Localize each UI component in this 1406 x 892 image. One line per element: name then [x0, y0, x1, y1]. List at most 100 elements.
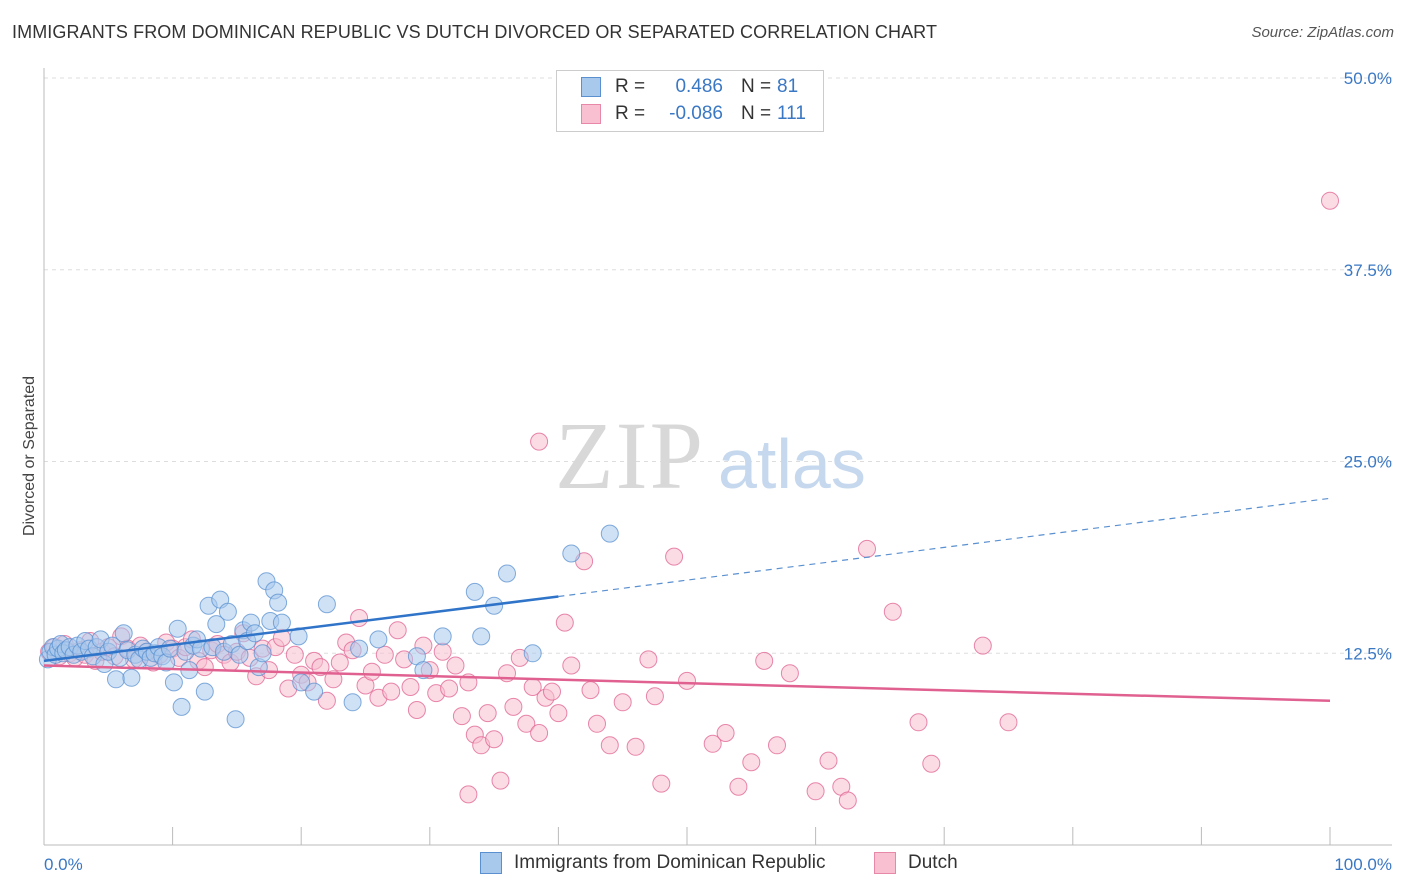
dominican-point — [272, 613, 291, 632]
legend-r-label: R = — [615, 103, 646, 124]
dutch-point — [317, 691, 336, 710]
y-tick-labels: 12.5% 25.0% 37.5% 50.0% — [1344, 69, 1392, 663]
dutch-point — [600, 736, 619, 755]
dutch-point — [858, 539, 876, 558]
dutch-point — [433, 642, 452, 661]
dutch-point — [446, 656, 465, 675]
dutch-point — [838, 791, 857, 810]
dutch-point — [555, 613, 574, 632]
dutch-point — [909, 713, 928, 732]
bottom-legend-swatch-pink — [874, 852, 896, 874]
dominican-point — [465, 582, 484, 601]
dutch-point — [819, 751, 838, 770]
y-tick-label: 50.0% — [1344, 69, 1392, 88]
dutch-point — [440, 679, 459, 698]
bottom-legend-label: Dutch — [908, 852, 958, 873]
dominican-point — [164, 673, 183, 692]
legend-row-dutch: R = -0.086 N = 111 — [581, 101, 806, 127]
dutch-point — [1321, 191, 1339, 210]
dutch-point — [549, 704, 568, 723]
dutch-point — [665, 547, 684, 566]
dominican-point — [343, 693, 362, 712]
dominican-point — [253, 644, 272, 663]
dutch-point — [407, 701, 426, 719]
dominican-point — [269, 593, 288, 612]
legend-row-dominican: R = 0.486 N = 81 — [581, 74, 798, 100]
dutch-point — [716, 724, 735, 742]
y-tick-label: 12.5% — [1344, 644, 1392, 663]
x-axis-ticks — [43, 827, 1331, 845]
dutch-point — [806, 782, 825, 801]
dutch-point — [729, 777, 748, 796]
dutch-point — [485, 730, 504, 749]
legend-n-value: 111 — [777, 103, 806, 124]
dutch-point — [530, 432, 549, 451]
trend-line-dutch — [43, 664, 1331, 703]
dutch-point — [755, 651, 774, 670]
dutch-point — [324, 670, 343, 689]
watermark-atlas: atlas — [718, 425, 866, 503]
dutch-point — [401, 678, 420, 696]
dominican-point — [369, 630, 388, 649]
dutch-point — [922, 754, 941, 773]
dutch-point — [195, 658, 214, 677]
grid-lines — [44, 77, 1392, 654]
dutch-point — [517, 714, 536, 733]
dominican-point — [207, 615, 226, 634]
dutch-point — [478, 704, 497, 723]
dutch-point — [382, 682, 401, 701]
dutch-point — [626, 737, 645, 756]
dutch-point — [491, 771, 510, 790]
dutch-point — [504, 697, 523, 716]
dutch-point — [285, 645, 304, 664]
dutch-point — [330, 653, 349, 672]
bottom-legend-label: Immigrants from Dominican Republic — [514, 852, 826, 873]
dutch-point — [452, 707, 471, 726]
dominican-point — [226, 710, 245, 729]
dutch-point — [311, 658, 330, 677]
dutch-point — [562, 656, 581, 675]
legend-swatch-pink — [581, 104, 601, 124]
dutch-point — [588, 714, 606, 733]
dutch-point — [768, 736, 786, 755]
watermark-zip: ZIP — [555, 402, 705, 509]
legend-swatch-blue — [581, 77, 601, 97]
dominican-point — [472, 627, 491, 646]
dominican-point — [498, 564, 516, 583]
dutch-point — [678, 671, 696, 690]
legend-r-value: -0.086 — [669, 103, 723, 124]
bottom-legend-dominican[interactable]: Immigrants from Dominican Republic — [480, 852, 826, 874]
legend-n-value: 81 — [777, 76, 799, 97]
dutch-point — [883, 602, 902, 621]
dutch-point — [375, 645, 394, 664]
dutch-point — [530, 724, 549, 742]
dominican-point — [292, 673, 311, 692]
chart-title: IMMIGRANTS FROM DOMINICAN REPUBLIC VS DU… — [12, 22, 938, 42]
dutch-point — [645, 687, 664, 706]
trend-line-dominican — [43, 595, 559, 663]
dominican-point — [172, 697, 191, 716]
dutch-point — [652, 774, 671, 793]
correlation-legend: R = 0.486 N = 81 R = -0.086 N = 111 — [556, 70, 824, 132]
y-tick-label: 37.5% — [1344, 261, 1392, 280]
watermark: ZIP atlas — [555, 402, 866, 509]
dominican-point — [195, 682, 214, 701]
dutch-point — [459, 785, 478, 804]
dominican-point — [562, 544, 581, 563]
dominican-point — [600, 524, 619, 543]
dominican-point — [230, 645, 249, 664]
x-tick-label-min: 0.0% — [44, 855, 83, 874]
dominican-point — [168, 619, 187, 638]
dominican-point — [433, 627, 452, 646]
dominican-point — [414, 661, 433, 680]
bottom-legend-dutch[interactable]: Dutch — [874, 852, 958, 874]
dominican-point — [218, 602, 237, 621]
dutch-point — [973, 636, 992, 655]
source-label: Source: ZipAtlas.com — [1251, 24, 1394, 41]
dominican-point — [107, 670, 125, 689]
dominican-point — [161, 639, 179, 658]
legend-n-label: N = — [741, 103, 772, 124]
dominican-point — [317, 595, 336, 614]
y-tick-label: 25.0% — [1344, 453, 1392, 472]
dominican-point — [122, 668, 141, 687]
